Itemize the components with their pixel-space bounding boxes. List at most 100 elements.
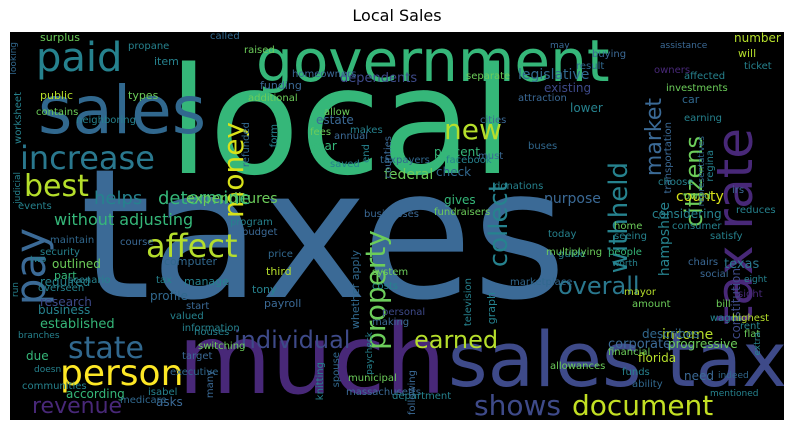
word: progressive [668,337,738,351]
word: buses [528,141,558,152]
word: purpose [544,191,601,207]
word: looking [10,42,19,75]
word: knitting [315,362,326,401]
word: doesn [34,365,62,375]
word: part [54,269,77,282]
word: much [178,304,446,416]
word: two [30,255,47,265]
word: paycheck [365,332,375,375]
word: facebook [446,155,492,166]
word: worth [612,259,638,269]
word: increase [20,139,155,177]
word: result [576,61,605,72]
word: homeowners [292,69,357,80]
word: county [676,189,724,205]
word: people [608,247,642,258]
word: year [310,139,337,153]
word: refunded [241,122,252,168]
word: need [684,369,714,383]
word: helps [94,188,143,209]
word: indeed [718,371,749,381]
word: ability [632,379,663,390]
word: business [38,303,91,317]
word: check [436,165,472,179]
word: will [738,47,757,60]
word: manage [184,275,229,288]
word: paid [36,35,123,81]
word: types [128,89,159,102]
word: communities [22,381,87,392]
word: percent [434,145,480,159]
word: seeing [614,231,647,242]
word: worksheet [13,92,24,144]
word: considering [652,207,722,221]
word: dependents [340,71,418,86]
word: raised [244,45,275,56]
word: income [662,327,714,343]
word: tax [156,275,172,286]
word: shows [474,389,561,420]
word: reduces [736,205,776,216]
word: affected [684,71,726,82]
word: taxes [80,131,567,340]
word: funding [260,79,302,92]
word: social [700,269,729,280]
word: irs [732,185,745,196]
word: isabel [148,387,178,398]
word: investments [666,83,728,94]
word: many [205,370,216,399]
word: describes [642,327,700,341]
word: individual [234,326,351,354]
word: course [120,237,154,248]
word: massachusetts [346,387,422,398]
word: state [68,331,144,366]
word: local [168,36,513,208]
word: cities [480,115,507,126]
word: wages [710,313,743,324]
word: surplus [40,32,80,44]
word: following [407,370,418,415]
word: sight [738,289,763,300]
word: rent [740,321,761,332]
word: federal [384,167,434,183]
word: price [268,249,293,260]
word: may [550,41,570,51]
word: flat [744,329,761,340]
word: taxpayers [380,155,430,166]
word: existing [544,81,592,95]
word: assistance [660,41,708,51]
word: events [18,201,52,212]
word: contains [36,107,79,118]
word: owed [684,191,711,202]
word: attraction [518,93,567,104]
word: overall [558,272,640,300]
word: bill [716,299,731,310]
word: must [478,151,504,162]
word: scenario [68,275,111,286]
word: number [734,32,781,45]
word: without adjusting [54,210,194,229]
word: annual [334,131,369,142]
word: target [182,351,213,362]
word: extra [753,332,763,356]
word: lower [570,101,603,115]
word: multiplying [546,247,603,258]
word: maintain [50,235,95,246]
word: called [210,32,240,42]
word: home [614,221,643,232]
word: run [11,282,21,298]
word-cloud: taxes local much sales tax government sa… [10,32,784,420]
word: security [40,247,80,258]
word: branches [18,331,60,341]
word: amount [632,299,671,310]
word: whether apply [349,250,362,330]
word: television [463,278,474,327]
word: new [444,113,502,146]
word: computer [164,255,218,268]
word: makes [350,125,383,136]
word: established [40,317,115,332]
word: payroll [264,297,302,310]
word: budget [242,227,278,238]
word: judicial [13,172,23,204]
word: earning [684,113,723,124]
